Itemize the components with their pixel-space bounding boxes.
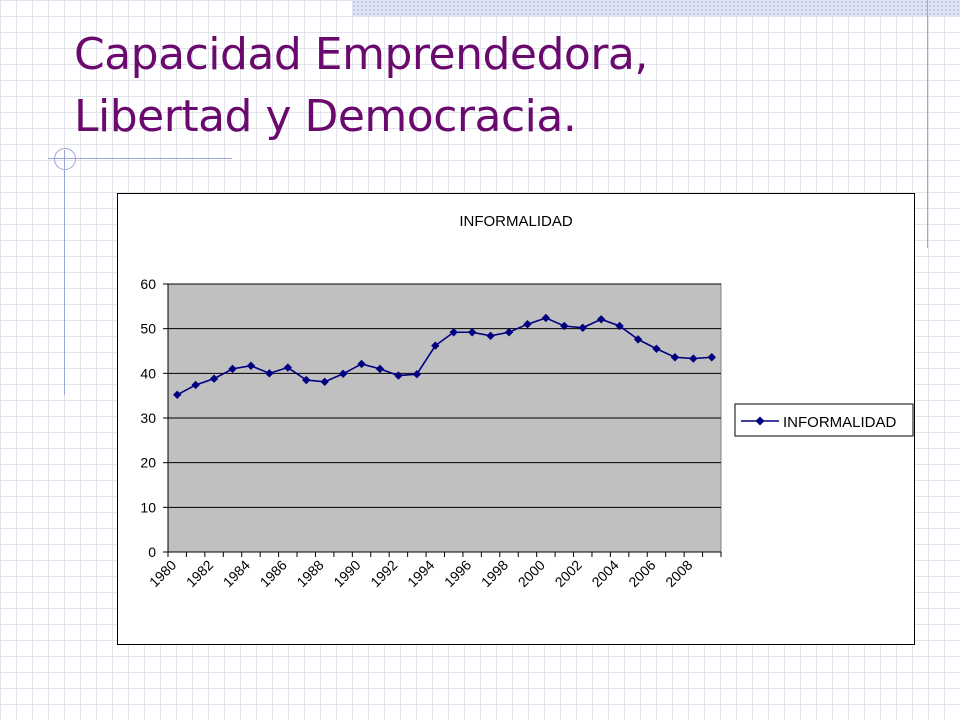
x-tick-label: 1980 bbox=[146, 557, 179, 590]
x-tick-label: 1996 bbox=[441, 557, 474, 590]
y-tick-label: 50 bbox=[140, 321, 156, 337]
top-decorative-band bbox=[352, 0, 960, 16]
legend-box bbox=[734, 403, 914, 437]
data-point-2006 bbox=[652, 344, 661, 353]
data-point-2000 bbox=[541, 313, 551, 323]
legend-label: INFORMALIDAD bbox=[783, 414, 897, 431]
x-tick-label: 1982 bbox=[183, 557, 216, 590]
y-tick-label: 60 bbox=[140, 276, 156, 292]
chart-frame: INFORMALIDAD 0 10 20 30 40 50 60 1980 1982 1984 19… bbox=[117, 193, 915, 645]
data-point-1980 bbox=[173, 390, 182, 399]
data-point-1985 bbox=[265, 369, 274, 378]
decorative-circle bbox=[54, 148, 76, 170]
data-point-2007 bbox=[670, 353, 680, 362]
data-point-1990 bbox=[357, 359, 366, 369]
slide-title: Capacidad Emprendedora, Libertad y Democ… bbox=[74, 24, 894, 148]
decorative-vertical-line-right bbox=[927, 0, 928, 248]
data-point-2003 bbox=[596, 315, 606, 324]
x-tick-label: 2000 bbox=[515, 557, 548, 590]
x-tick-label: 1988 bbox=[293, 557, 326, 590]
x-tick-label: 2004 bbox=[588, 557, 621, 590]
data-point-1981 bbox=[191, 380, 200, 390]
y-tick-label: 30 bbox=[140, 410, 156, 426]
data-point-1997 bbox=[486, 331, 495, 341]
data-point-2005 bbox=[633, 335, 643, 344]
x-tick-label: 1994 bbox=[404, 557, 437, 590]
data-point-1986 bbox=[283, 363, 293, 372]
data-point-1993 bbox=[412, 370, 422, 379]
series-line-0 bbox=[176, 317, 712, 396]
data-point-2009 bbox=[707, 353, 716, 362]
gridlines bbox=[168, 283, 721, 508]
y-tick-label: 40 bbox=[140, 365, 156, 381]
x-tick-label: 1984 bbox=[220, 557, 253, 590]
data-point-1992 bbox=[394, 371, 403, 380]
x-tick-label: 1990 bbox=[330, 557, 363, 590]
x-tick-label: 1998 bbox=[478, 557, 511, 590]
data-point-1984 bbox=[246, 361, 256, 370]
decorative-horizontal-line bbox=[48, 158, 232, 159]
y-tick-label: 10 bbox=[140, 499, 156, 515]
data-point-1994 bbox=[431, 341, 440, 350]
data-series bbox=[173, 313, 716, 399]
decorative-vertical-line-left bbox=[64, 150, 65, 395]
chart-title: INFORMALIDAD bbox=[459, 213, 573, 230]
data-point-2002 bbox=[578, 323, 587, 332]
y-tick-label: 20 bbox=[140, 455, 156, 471]
y-tick-label: 0 bbox=[148, 544, 156, 560]
data-point-2008 bbox=[689, 354, 698, 363]
legend-marker bbox=[755, 416, 765, 426]
data-point-1987 bbox=[302, 375, 311, 385]
x-tick-label: 2006 bbox=[625, 557, 658, 590]
data-point-1988 bbox=[320, 377, 329, 387]
legend: INFORMALIDAD bbox=[734, 403, 914, 437]
slide-title-line-1: Capacidad Emprendedora, bbox=[74, 29, 648, 80]
slide-title-line-2: Libertad y Democracia. bbox=[74, 91, 577, 142]
data-point-1996 bbox=[467, 328, 477, 337]
data-point-1998 bbox=[504, 328, 514, 337]
x-tick-label: 2008 bbox=[662, 557, 695, 590]
data-point-1995 bbox=[449, 328, 458, 337]
x-tick-label: 2002 bbox=[552, 557, 585, 590]
x-tick-label: 1992 bbox=[367, 557, 400, 590]
x-tick-label: 1986 bbox=[257, 557, 290, 590]
